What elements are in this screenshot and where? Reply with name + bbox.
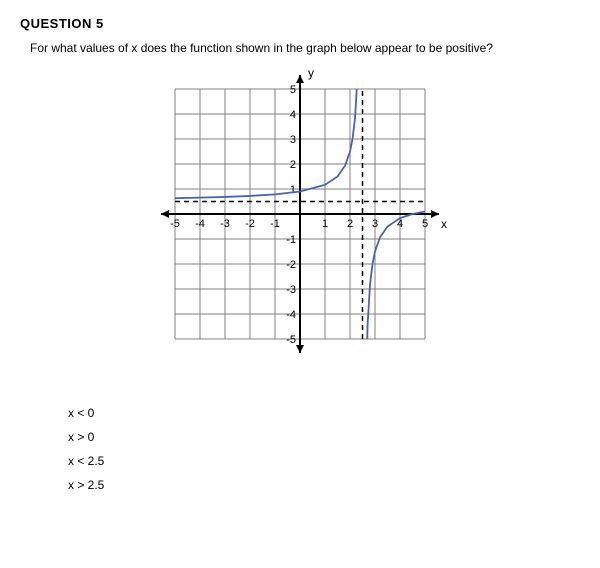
svg-text:1: 1 [322, 218, 328, 230]
svg-text:-1: -1 [270, 218, 280, 230]
question-prompt: For what values of x does the function s… [30, 41, 580, 55]
answer-option-a[interactable]: x < 0 [68, 406, 580, 420]
svg-text:2: 2 [347, 218, 353, 230]
svg-text:-3: -3 [286, 284, 296, 296]
svg-text:3: 3 [372, 218, 378, 230]
svg-text:x: x [441, 217, 447, 231]
answer-list: x < 0 x > 0 x < 2.5 x > 2.5 [68, 406, 580, 492]
function-graph: -5-4-3-2-112345-5-4-3-2-112345xy [153, 67, 447, 361]
svg-text:y: y [308, 67, 314, 80]
svg-text:2: 2 [290, 159, 296, 171]
svg-text:-4: -4 [286, 309, 296, 321]
answer-option-c[interactable]: x < 2.5 [68, 454, 580, 468]
svg-text:5: 5 [422, 218, 428, 230]
svg-text:-1: -1 [286, 234, 296, 246]
graph-container: -5-4-3-2-112345-5-4-3-2-112345xy [20, 67, 580, 366]
svg-text:-2: -2 [245, 218, 255, 230]
svg-text:-5: -5 [286, 334, 296, 346]
svg-text:-4: -4 [195, 218, 205, 230]
svg-text:-2: -2 [286, 259, 296, 271]
answer-option-b[interactable]: x > 0 [68, 430, 580, 444]
svg-text:3: 3 [290, 134, 296, 146]
svg-text:1: 1 [290, 184, 296, 196]
question-number: QUESTION 5 [20, 16, 580, 31]
svg-text:5: 5 [290, 84, 296, 96]
svg-text:-5: -5 [170, 218, 180, 230]
svg-text:-3: -3 [220, 218, 230, 230]
svg-text:4: 4 [290, 109, 296, 121]
answer-option-d[interactable]: x > 2.5 [68, 478, 580, 492]
